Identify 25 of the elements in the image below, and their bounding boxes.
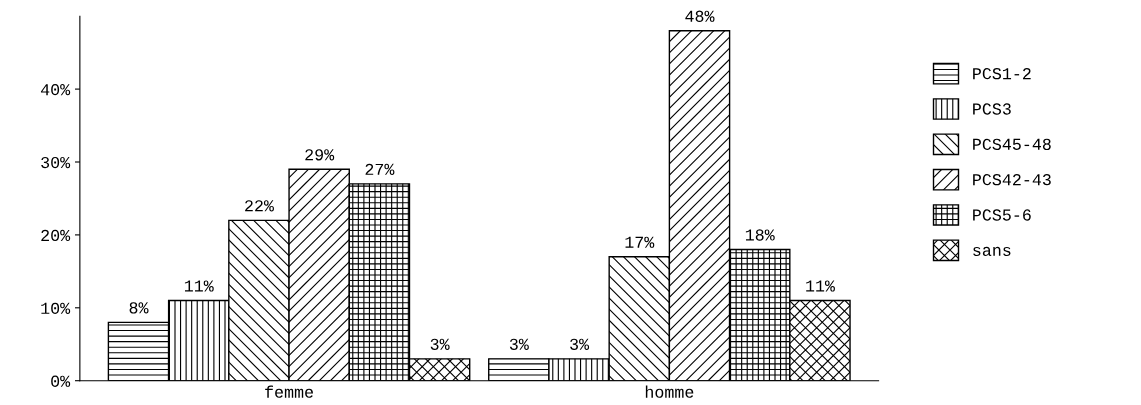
legend-label: PCS5-6 — [973, 209, 1031, 221]
legend-label: PCS42-43 — [973, 174, 1051, 186]
data-label: 3% — [570, 338, 590, 350]
data-label: 8% — [129, 302, 149, 314]
y-tick-label: 20% — [41, 229, 71, 242]
data-label: 3% — [509, 338, 529, 350]
data-label: 11% — [806, 280, 835, 292]
y-tick-label: 0% — [51, 375, 71, 387]
data-label: 29% — [305, 149, 335, 161]
data-label: 11% — [184, 280, 214, 292]
legend-label: PCS3 — [973, 103, 1011, 115]
data-label: 3% — [430, 338, 450, 350]
legend-label: PCS1-2 — [973, 68, 1031, 80]
y-tick-label: 30% — [41, 156, 71, 169]
x-tick-label: homme — [645, 385, 694, 398]
y-tick-label: 10% — [41, 302, 71, 314]
data-label: 22% — [245, 200, 274, 212]
legend-label: sans — [973, 246, 1011, 256]
data-label: 17% — [625, 236, 655, 248]
x-tick-label: femme — [265, 385, 313, 398]
data-label: 18% — [745, 229, 775, 241]
legend-label: PCS45-48 — [973, 138, 1051, 150]
data-label: 27% — [365, 163, 395, 175]
data-label: 48% — [685, 10, 715, 22]
y-tick-label: 40% — [40, 83, 71, 96]
